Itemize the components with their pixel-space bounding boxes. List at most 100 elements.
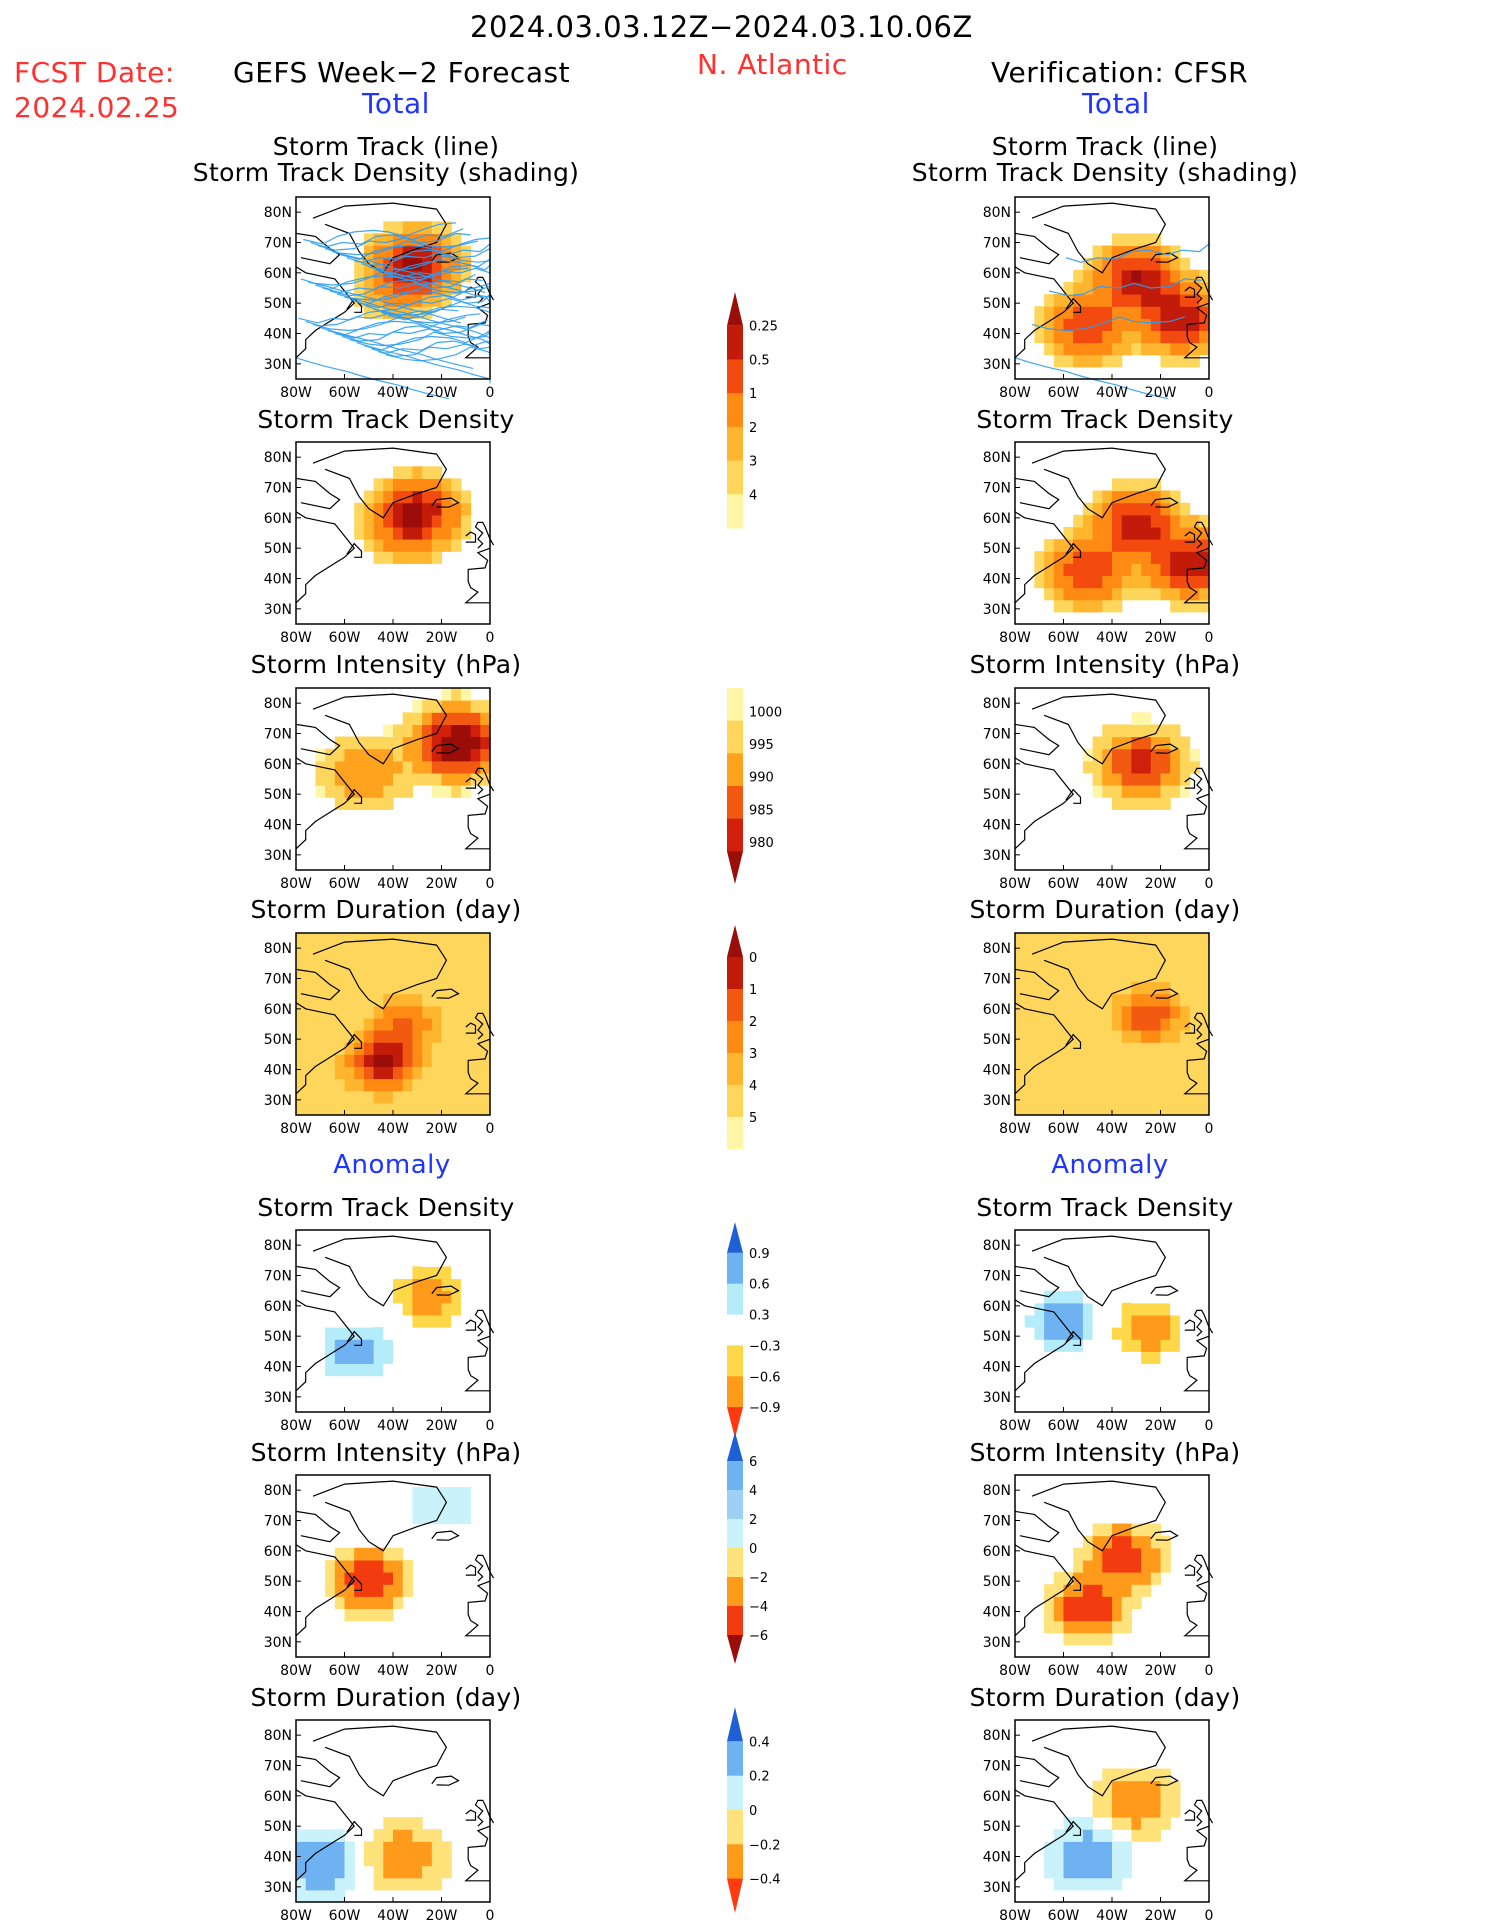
coastline-iceland [1150,252,1179,263]
grid-cell [1141,269,1152,283]
lat-tick-label: 80N [983,205,1011,221]
grid-cell [1063,1339,1074,1352]
grid-cell [441,712,452,725]
grid-cell [422,748,433,762]
grid-cell [412,772,423,786]
coastline-nfld [346,788,363,804]
grid-cell [1170,1054,1181,1067]
grid-cell [305,1005,316,1019]
grid-cell [383,294,394,307]
grid-cell [1063,551,1074,564]
grid-cell [1189,294,1200,307]
grid-cell [1092,1632,1103,1646]
grid-cell [296,1017,307,1031]
grid-cell [1063,539,1074,552]
grid-cell [393,969,404,983]
coastline-canada [1014,511,1075,604]
coastline-ireland [1184,531,1196,543]
grid-cell [460,1302,472,1316]
coastline-canada [1014,1002,1075,1095]
grid-cell [1102,342,1113,356]
grid-cell [1082,1005,1094,1019]
grid-cell [441,281,452,295]
grid-cell [412,306,423,319]
grid-cell [1102,1102,1113,1116]
grid-cell [393,478,404,492]
grid-cell [1199,981,1210,995]
grid-cell [1102,1829,1113,1842]
grid-cell [1179,981,1191,995]
grid-cell [422,1066,433,1080]
grid-cell [1121,1572,1132,1585]
grid-cell [1150,294,1162,307]
grid-cell [1044,318,1055,331]
colorbar-anom_density: 0.90.60.3−0.3−0.6−0.9 [727,1222,781,1438]
grid-cell [412,1499,423,1512]
grid-cell [1170,587,1181,601]
grid-cell [422,551,433,564]
grid-cell [383,1559,394,1573]
lat-tick-label: 40N [264,1605,292,1621]
grid-cell [1082,318,1094,331]
grid-cell [1160,1559,1171,1573]
grid-cell [1034,993,1045,1007]
lat-tick-label: 60N [264,1002,292,1018]
grid-cell [363,981,375,995]
grid-cell [354,969,365,983]
coastline-europe [1183,1825,1210,1882]
grid-cell [1053,318,1065,331]
grid-cell [1053,563,1065,576]
grid-cell [422,1487,433,1500]
grid-cell [1170,993,1181,1007]
grid-cell [402,526,413,540]
coastline-baffin [295,1755,341,1788]
grid-cell [1044,1005,1055,1019]
grid-cell [412,221,423,234]
grid-cell [383,797,394,810]
grid-cell [451,526,462,540]
grid-cell [431,1254,443,1267]
grid-cell [1131,1559,1142,1573]
grid-cell [1189,1042,1200,1055]
grid-cell [402,1853,413,1867]
grid-cell [1112,1042,1123,1055]
grid-cell [1121,957,1132,970]
grid-cell [1121,1066,1132,1080]
grid-cell [1044,1102,1055,1116]
grid-cell [1053,1078,1065,1092]
grid-cell [1170,1017,1181,1031]
grid-cell [451,1005,462,1019]
grid-cell [470,1290,481,1304]
grid-cell [1063,526,1074,540]
grid-cell [1131,712,1142,725]
grid-cell [1150,233,1162,247]
lon-tick-label: 60W [329,1908,361,1924]
grid-cell [354,1005,365,1019]
grid-cell [480,1078,491,1092]
grid-cell [1063,1102,1074,1116]
grid-cell [1092,760,1103,774]
grid-cell [1131,969,1142,983]
grid-cell [1024,1078,1035,1092]
grid-cell [383,1547,394,1561]
grid-cell [1015,1030,1026,1043]
grid-cell [402,957,413,970]
grid-cell [1034,1327,1045,1340]
grid-cell [1092,945,1103,958]
grid-cell [1053,342,1065,356]
grid-cell [363,526,375,540]
grid-cell [1141,1042,1152,1055]
grid-cell [373,233,384,247]
grid-cell [1189,1102,1200,1116]
grid-cell [1063,1596,1074,1609]
grid-cell [383,1066,394,1080]
grid-cell [1150,342,1162,356]
coastline-iceland [431,497,460,508]
grid-cell [1073,269,1084,283]
grid-cell [1044,1042,1055,1055]
grid-cell [451,933,462,946]
grid-cell [1034,1102,1045,1116]
lon-tick-label: 60W [1048,1663,1080,1679]
grid-cell [412,539,423,552]
grid-cell [1170,1351,1181,1364]
